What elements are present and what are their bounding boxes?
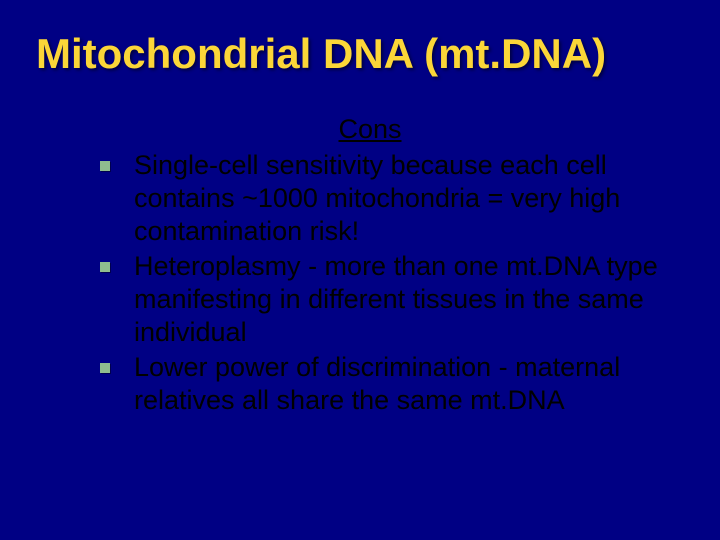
bullet-list: Single-cell sensitivity because each cel… [100, 149, 660, 417]
slide: Mitochondrial DNA (mt.DNA) Cons Single-c… [0, 0, 720, 540]
square-bullet-icon [100, 363, 110, 373]
subheading: Cons [80, 114, 660, 145]
bullet-text: Heteroplasmy - more than one mt.DNA type… [134, 251, 658, 347]
bullet-text: Single-cell sensitivity because each cel… [134, 150, 620, 246]
square-bullet-icon [100, 161, 110, 171]
slide-title: Mitochondrial DNA (mt.DNA) [36, 30, 680, 78]
slide-content: Cons Single-cell sensitivity because eac… [100, 114, 660, 417]
list-item: Single-cell sensitivity because each cel… [100, 149, 660, 248]
list-item: Heteroplasmy - more than one mt.DNA type… [100, 250, 660, 349]
list-item: Lower power of discrimination - maternal… [100, 351, 660, 417]
square-bullet-icon [100, 262, 110, 272]
bullet-text: Lower power of discrimination - maternal… [134, 352, 620, 415]
